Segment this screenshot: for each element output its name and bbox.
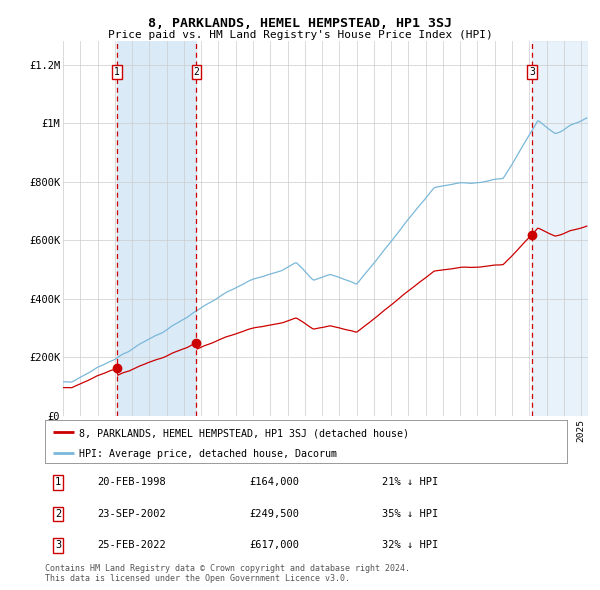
Text: 21% ↓ HPI: 21% ↓ HPI xyxy=(382,477,439,487)
Text: Price paid vs. HM Land Registry's House Price Index (HPI): Price paid vs. HM Land Registry's House … xyxy=(107,30,493,40)
Text: HPI: Average price, detached house, Dacorum: HPI: Average price, detached house, Daco… xyxy=(79,449,337,459)
Text: 32% ↓ HPI: 32% ↓ HPI xyxy=(382,540,439,550)
Text: 8, PARKLANDS, HEMEL HEMPSTEAD, HP1 3SJ: 8, PARKLANDS, HEMEL HEMPSTEAD, HP1 3SJ xyxy=(148,17,452,30)
Text: 8, PARKLANDS, HEMEL HEMPSTEAD, HP1 3SJ (detached house): 8, PARKLANDS, HEMEL HEMPSTEAD, HP1 3SJ (… xyxy=(79,428,409,438)
Bar xyxy=(117,41,196,416)
Text: 20-FEB-1998: 20-FEB-1998 xyxy=(97,477,166,487)
Text: Contains HM Land Registry data © Crown copyright and database right 2024.
This d: Contains HM Land Registry data © Crown c… xyxy=(45,564,410,584)
Text: 3: 3 xyxy=(529,67,535,77)
Text: 25-FEB-2022: 25-FEB-2022 xyxy=(97,540,166,550)
Text: £249,500: £249,500 xyxy=(250,509,299,519)
Text: 35% ↓ HPI: 35% ↓ HPI xyxy=(382,509,439,519)
Text: 3: 3 xyxy=(55,540,61,550)
Text: 1: 1 xyxy=(55,477,61,487)
Text: £617,000: £617,000 xyxy=(250,540,299,550)
Bar xyxy=(532,41,588,416)
Text: £164,000: £164,000 xyxy=(250,477,299,487)
Text: 23-SEP-2002: 23-SEP-2002 xyxy=(97,509,166,519)
Text: 1: 1 xyxy=(114,67,120,77)
Text: 2: 2 xyxy=(194,67,199,77)
Text: 2: 2 xyxy=(55,509,61,519)
